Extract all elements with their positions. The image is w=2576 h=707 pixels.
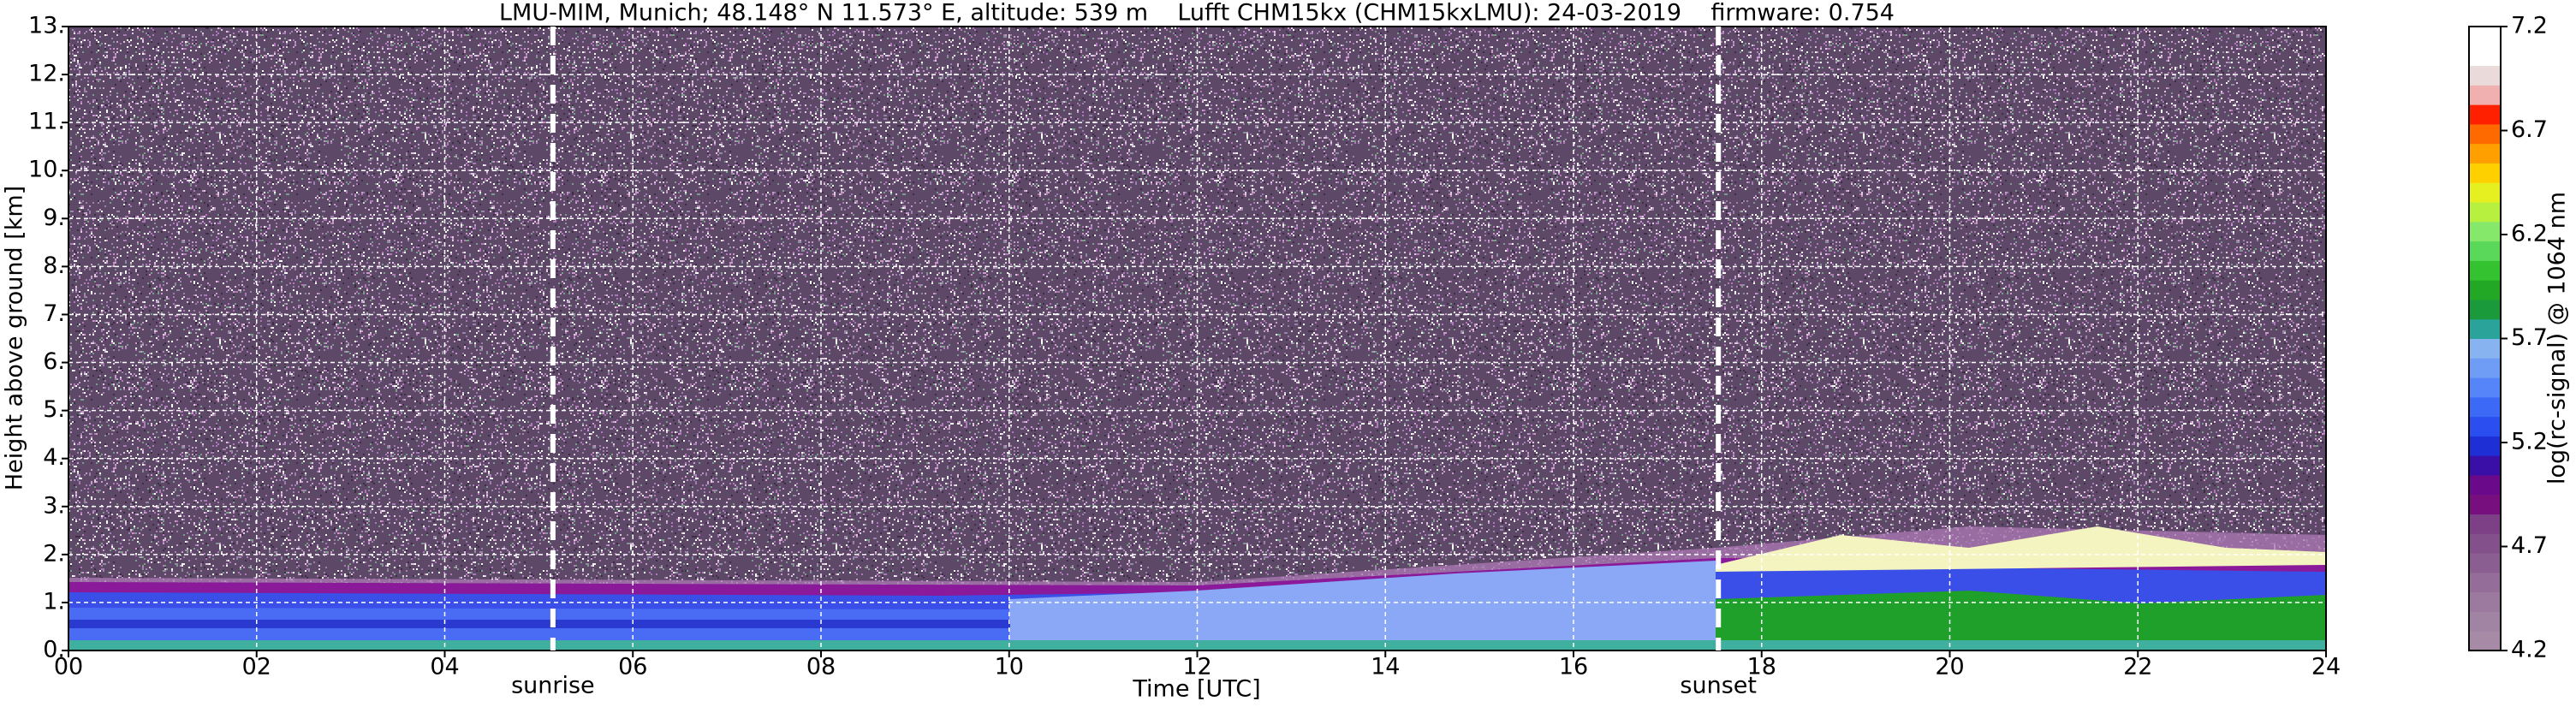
annotation-label: sunrise	[511, 673, 595, 699]
y-tick-label: 9.	[43, 205, 65, 231]
colorbar-segment	[2469, 280, 2501, 300]
chart-title: LMU-MIM, Munich; 48.148° N 11.573° E, al…	[499, 0, 1895, 27]
colorbar-segment	[2469, 85, 2501, 105]
y-tick-label: 3.	[43, 492, 65, 519]
x-tick-label: 04	[430, 654, 459, 680]
colorbar-segment	[2469, 553, 2501, 573]
annotation-label: sunset	[1680, 673, 1757, 699]
y-tick-label: 0.	[43, 637, 65, 663]
colorbar-tick-label: 5.7	[2511, 324, 2548, 351]
colorbar-tick-label: 4.2	[2511, 637, 2548, 663]
colorbar-segment	[2469, 123, 2501, 145]
y-tick-label: 2.	[43, 540, 65, 567]
colorbar-tick-label: 5.2	[2511, 429, 2548, 455]
y-tick-label: 12.	[28, 61, 65, 87]
colorbar-segment	[2469, 533, 2501, 554]
x-tick-label: 20	[1935, 654, 1964, 680]
colorbar-segment	[2469, 318, 2501, 339]
lower-layer	[68, 608, 1009, 651]
colorbar-segment	[2469, 143, 2501, 163]
colorbar-segment	[2469, 377, 2501, 398]
mixed-layer	[1009, 561, 1716, 651]
colorbar-segment	[2469, 358, 2501, 378]
y-tick-label: 10.	[28, 157, 65, 183]
x-tick-label: 10	[995, 654, 1024, 680]
colorbar-tick-label: 6.7	[2511, 116, 2548, 143]
colorbar-segment	[2469, 163, 2501, 183]
x-tick-label: 12	[1182, 654, 1211, 680]
cloud-fringe	[1716, 526, 2326, 572]
y-tick-label: 1.	[43, 588, 65, 615]
x-tick-label: 00	[54, 654, 83, 680]
x-tick-label: 22	[2123, 654, 2152, 680]
y-tick-label: 11.	[28, 109, 65, 135]
colorbar-segment	[2469, 611, 2501, 632]
x-tick-label: 08	[806, 654, 836, 680]
colorbar-segment	[2469, 299, 2501, 320]
colorbar-segment	[2469, 182, 2501, 203]
x-tick-label: 24	[2311, 654, 2341, 680]
colorbar-segment	[2469, 104, 2501, 125]
colorbar-segment	[2469, 494, 2501, 515]
x-tick-label: 02	[242, 654, 271, 680]
colorbar-segment	[2469, 591, 2501, 612]
colorbar-segment	[2469, 45, 2501, 67]
x-tick-label: 18	[1747, 654, 1776, 680]
stripe	[68, 620, 1010, 628]
colorbar-segment	[2469, 455, 2501, 476]
y-tick-label: 13.	[28, 13, 65, 39]
y-tick-label: 5.	[43, 396, 65, 423]
x-tick-label: 16	[1559, 654, 1588, 680]
colorbar-segment	[2469, 338, 2501, 359]
y-tick-label: 4.	[43, 444, 65, 471]
colorbar-segment	[2469, 396, 2501, 418]
y-axis-label: Height above ground [km]	[2, 186, 28, 490]
y-tick-label: 7.	[43, 300, 65, 327]
colorbar-tick-label: 7.2	[2511, 13, 2548, 39]
colorbar-segment	[2469, 631, 2501, 651]
x-tick-label: 14	[1371, 654, 1400, 680]
colorbar-segment	[2469, 27, 2501, 47]
colorbar-segment	[2469, 202, 2501, 223]
y-tick-label: 6.	[43, 348, 65, 375]
colorbar-segment	[2469, 260, 2501, 281]
x-tick-label: 06	[618, 654, 647, 680]
colorbar-segment	[2469, 474, 2501, 496]
green-layer	[1716, 591, 2326, 651]
colorbar-tick-label: 6.2	[2511, 221, 2548, 247]
colorbar-segment	[2469, 221, 2501, 242]
colorbar-segment	[2469, 241, 2501, 261]
x-axis-label: Time [UTC]	[1132, 676, 1260, 703]
colorbar-tick-label: 4.7	[2511, 532, 2548, 559]
y-tick-label: 8.	[43, 253, 65, 279]
colorbar-segment	[2469, 65, 2501, 86]
colorbar-segment	[2469, 514, 2501, 534]
colorbar-label: log(rc-signal) @ 1064 nm	[2544, 192, 2571, 484]
colorbar-segment	[2469, 416, 2501, 437]
colorbar-segment	[2469, 436, 2501, 456]
colorbar-segment	[2469, 572, 2501, 593]
